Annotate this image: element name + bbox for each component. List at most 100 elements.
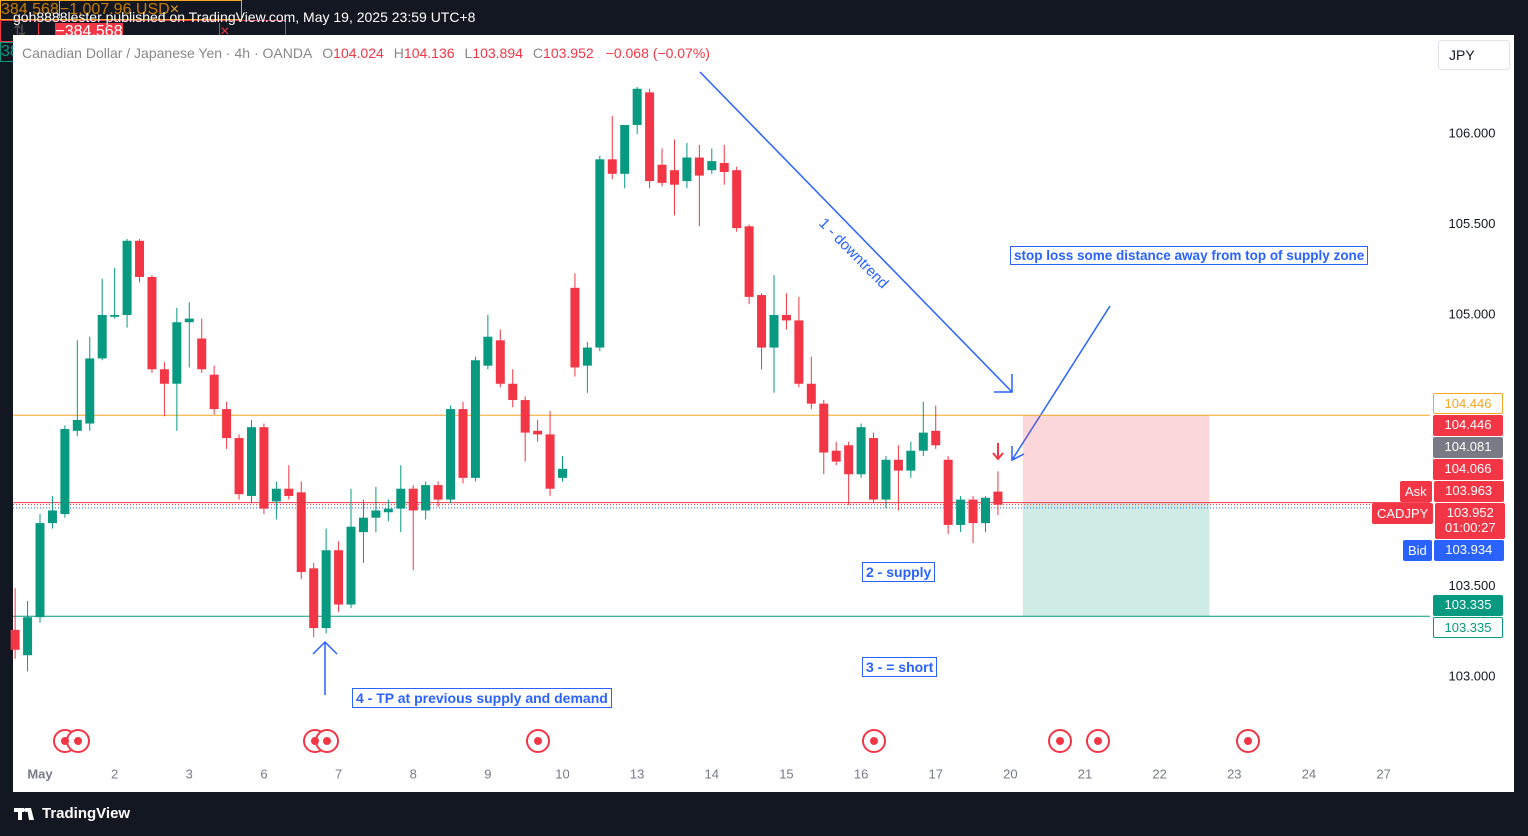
candle-body [147,276,157,370]
candle-body [906,450,916,471]
price-tag: CADJPY 103.952 01:00:27 [1372,503,1506,540]
candle-body [159,369,169,384]
candle-body [346,526,356,605]
candle-body [869,438,879,500]
price-tag-value: 103.952 [1446,505,1494,521]
candle-body [234,438,244,495]
price-tag-value: 103.335 [1444,619,1492,635]
stop-pnl: −1,007.96 USD [59,1,170,18]
candle-body [956,499,966,525]
candle-body [35,523,45,618]
ohlc-label: C [532,45,544,61]
candle-body [222,409,232,439]
candle-body [508,383,518,401]
candle-body [520,400,530,433]
x-tick-label: 17 [928,766,942,781]
footer-brand: TradingView [42,805,130,822]
price-tag: Ask 103.963 [1400,481,1504,503]
price-tag-box: 103.952 01:00:27 [1435,503,1506,540]
annotation-box: stop loss some distance away from top of… [1010,246,1369,265]
candle-body [533,430,543,435]
price-tag-box: 103.934 [1433,540,1504,562]
price-change: −0.068 (−0.07%) [605,45,710,61]
event-icons [53,729,1260,753]
candle-body [284,488,294,496]
candle-body [781,314,791,321]
candle-body [110,314,120,317]
candle-body [10,629,20,650]
candle-body [135,240,145,277]
ohlc-value: 104.136 [403,45,455,61]
candle-body [396,488,406,509]
close-button[interactable]: × [220,23,230,40]
candle-body [458,409,468,478]
price-tag-value: 103.963 [1445,483,1493,499]
candle-body [732,170,742,229]
candle-body [23,617,33,656]
y-tick-label: 105.000 [1449,306,1496,321]
candle-body [495,340,505,384]
candle-body [881,459,891,500]
candle-body [383,508,393,513]
price-tag-box: 103.963 [1433,481,1504,503]
y-tick-label: 105.500 [1449,216,1496,231]
candle-body [334,550,344,605]
candle-body [197,338,207,370]
ohlc-value: 103.894 [472,45,523,61]
candle-body [271,488,281,502]
price-tag-name: CADJPY [1372,503,1434,525]
candle-body [172,322,182,384]
currency-button[interactable]: JPY [1438,40,1510,70]
chart-panel [13,35,1514,792]
candle-body [968,499,978,524]
candle-body [358,517,368,533]
candle-body [85,358,95,424]
x-tick-label: 9 [484,766,491,781]
candle-body [97,314,107,359]
candle-body [558,468,568,478]
x-tick-label: 27 [1376,766,1390,781]
candle-body [321,550,331,629]
price-tag-box: 103.335 [1433,594,1503,616]
price-tag: 104.446 [1433,415,1503,437]
candle-body [595,159,605,348]
chart-legend: Canadian Dollar / Japanese Yen · 4h · OA… [22,45,710,61]
x-tick-label: 13 [630,766,644,781]
price-tag-value: 104.081 [1444,439,1492,455]
candle-body [669,170,679,185]
price-tag: 104.446 [1433,393,1503,415]
x-tick-label: 6 [260,766,267,781]
candle-body [470,360,480,478]
x-tick-label: 2 [111,766,118,781]
x-tick-label: 23 [1227,766,1241,781]
price-tag-box: 104.446 [1433,393,1503,415]
candle-body [209,374,219,410]
candle-body [570,287,580,368]
candle-body [819,403,829,453]
price-tag-value: 103.934 [1445,542,1493,558]
target-zone [1022,502,1210,617]
candle-body [993,491,1003,505]
candle-body [757,295,767,348]
candle-body [806,383,816,404]
x-tick-label: 24 [1302,766,1316,781]
candle-body [47,510,57,524]
candle-body [682,157,692,182]
candle-body [408,488,418,511]
candle-body [545,434,555,489]
y-tick-label: 106.000 [1449,125,1496,140]
candle-body [259,427,269,509]
candle-body [620,124,630,174]
price-tag: 104.066 [1433,459,1503,481]
candle-body [582,347,592,366]
candle-body [296,492,306,572]
stop-quantity: 384,568 [1,1,60,18]
close-button[interactable]: × [169,1,180,18]
candle-body [433,485,443,500]
price-tag-value: 104.446 [1444,396,1492,412]
price-tag-value: 104.446 [1444,417,1492,433]
x-tick-label: 7 [335,766,342,781]
price-tag: 103.335 [1433,594,1503,616]
price-tag: 103.335 [1433,616,1503,638]
candle-body [769,314,779,348]
